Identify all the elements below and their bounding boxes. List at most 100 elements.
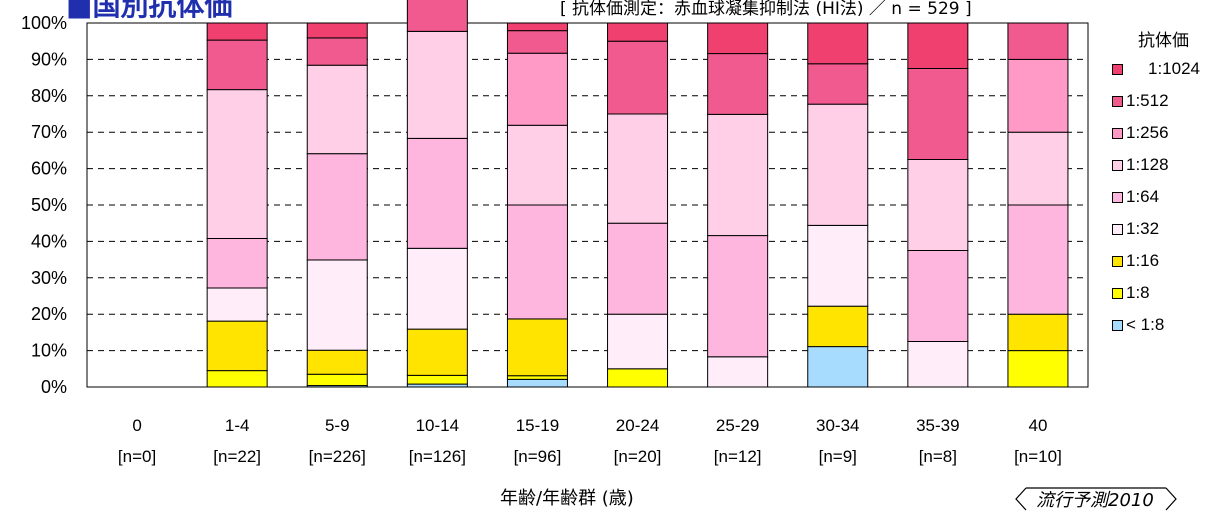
legend-label: 1:256 xyxy=(1126,123,1169,142)
bar-segment xyxy=(506,375,568,380)
bar-segment xyxy=(506,318,568,377)
bar-segment xyxy=(907,22,969,69)
x-tick-n-label: [n=12] xyxy=(714,447,762,466)
legend-swatch xyxy=(1112,159,1123,171)
bar-segment xyxy=(1007,313,1069,352)
bar-segment xyxy=(907,341,969,388)
bar-segment xyxy=(907,250,969,342)
bar-segment xyxy=(607,368,669,388)
legend-item: < 1:8 xyxy=(1112,315,1164,335)
legend-swatch xyxy=(1112,95,1123,107)
x-tick-label: 1-4 xyxy=(225,416,250,435)
x-tick-label: 10-14 xyxy=(416,416,459,435)
legend-swatch xyxy=(1112,287,1123,299)
legend-label: 1:1024 xyxy=(1148,59,1200,78)
bar-segment xyxy=(607,40,669,115)
bar-segment xyxy=(306,64,368,155)
legend-swatch xyxy=(1112,255,1123,267)
bar-segment xyxy=(306,349,368,375)
bar-segment xyxy=(907,159,969,251)
legend-title: 抗体価 xyxy=(1138,31,1189,51)
y-tick-label: 50% xyxy=(31,195,67,215)
bar-segment xyxy=(607,222,669,315)
legend-item: 1:512 xyxy=(1112,91,1169,111)
bar-segment xyxy=(206,320,268,372)
x-tick-n-label: [n=96] xyxy=(514,447,562,466)
legend-item: 1:32 xyxy=(1112,219,1159,239)
legend-label: 1:512 xyxy=(1126,91,1169,110)
forecast-label: 流行予測2010 xyxy=(1036,490,1154,511)
bar-segment xyxy=(206,287,268,322)
legend-swatch xyxy=(1112,191,1123,203)
x-tick-label: 35-39 xyxy=(916,416,959,435)
x-tick-n-label: [n=0] xyxy=(118,447,156,466)
bar-segment xyxy=(406,30,468,139)
bar-segment xyxy=(607,22,669,42)
bar-segment xyxy=(506,22,568,32)
legend-swatch xyxy=(1112,223,1123,235)
y-tick-label: 30% xyxy=(31,268,67,288)
bar-segment xyxy=(506,378,568,388)
bar-segment xyxy=(1007,350,1069,388)
y-tick-label: 0% xyxy=(41,377,67,397)
bar-segment xyxy=(306,22,368,39)
legend-label: 1:128 xyxy=(1126,155,1169,174)
x-tick-n-label: [n=8] xyxy=(919,447,957,466)
bar-segment xyxy=(506,30,568,54)
bar-segment xyxy=(406,137,468,249)
chart-title: ■国別抗体価 xyxy=(66,0,233,22)
bar-segment xyxy=(406,0,468,32)
bar-segment xyxy=(406,328,468,376)
bar-segment xyxy=(406,247,468,330)
bar-segment xyxy=(506,124,568,206)
legend-label: 1:8 xyxy=(1126,283,1150,302)
bar-segment xyxy=(506,52,568,126)
bar-segment xyxy=(807,346,869,388)
bar-segment xyxy=(206,370,268,388)
bar-segment xyxy=(206,89,268,239)
bar-segment xyxy=(206,237,268,289)
y-tick-label: 70% xyxy=(31,122,67,142)
legend-label: 1:64 xyxy=(1126,187,1160,206)
y-tick-label: 40% xyxy=(31,231,67,251)
bar-segment xyxy=(807,103,869,226)
x-tick-n-label: [n=22] xyxy=(213,447,261,466)
forecast-badge-frame xyxy=(1015,487,1177,511)
bar-segment xyxy=(807,224,869,307)
bar-segment xyxy=(707,113,769,237)
bar-segment xyxy=(206,22,268,41)
bar-segment xyxy=(506,204,568,320)
legend-item: 1:64 xyxy=(1112,187,1159,207)
bar-segment xyxy=(306,373,368,387)
legend-swatch xyxy=(1112,319,1123,331)
legend-item: 1:16 xyxy=(1112,251,1159,271)
x-tick-label: 30-34 xyxy=(816,416,859,435)
bar-segment xyxy=(1007,204,1069,315)
bar-segment xyxy=(707,22,769,55)
y-tick-label: 100% xyxy=(21,13,67,33)
bar-segment xyxy=(707,356,769,388)
bar-segment xyxy=(1007,131,1069,206)
x-tick-label: 40 xyxy=(1028,416,1047,435)
bar-segment xyxy=(607,313,669,370)
x-tick-label: 15-19 xyxy=(516,416,559,435)
x-tick-n-label: [n=20] xyxy=(614,447,662,466)
bar-segment xyxy=(406,374,468,385)
bar-segment xyxy=(206,39,268,91)
bar-segment xyxy=(306,259,368,351)
bar-segment xyxy=(1007,22,1069,60)
x-tick-n-label: [n=10] xyxy=(1014,447,1062,466)
legend-item: 1:128 xyxy=(1112,155,1169,175)
chart-subtitle: [ 抗体価測定：赤血球凝集抑制法 (HI法) ／ n = 529 ] xyxy=(560,0,972,19)
bar-segment xyxy=(707,235,769,358)
y-tick-label: 80% xyxy=(31,86,67,106)
forecast-badge: 流行予測2010 xyxy=(1008,487,1218,511)
x-tick-label: 5-9 xyxy=(325,416,350,435)
bar-segment xyxy=(807,63,869,105)
legend-item: 1:8 xyxy=(1112,283,1150,303)
legend-label: 1:16 xyxy=(1126,251,1160,270)
bar-segment xyxy=(306,37,368,66)
bar-segment xyxy=(607,113,669,224)
legend-swatch xyxy=(1112,127,1123,139)
y-tick-label: 90% xyxy=(31,49,67,69)
